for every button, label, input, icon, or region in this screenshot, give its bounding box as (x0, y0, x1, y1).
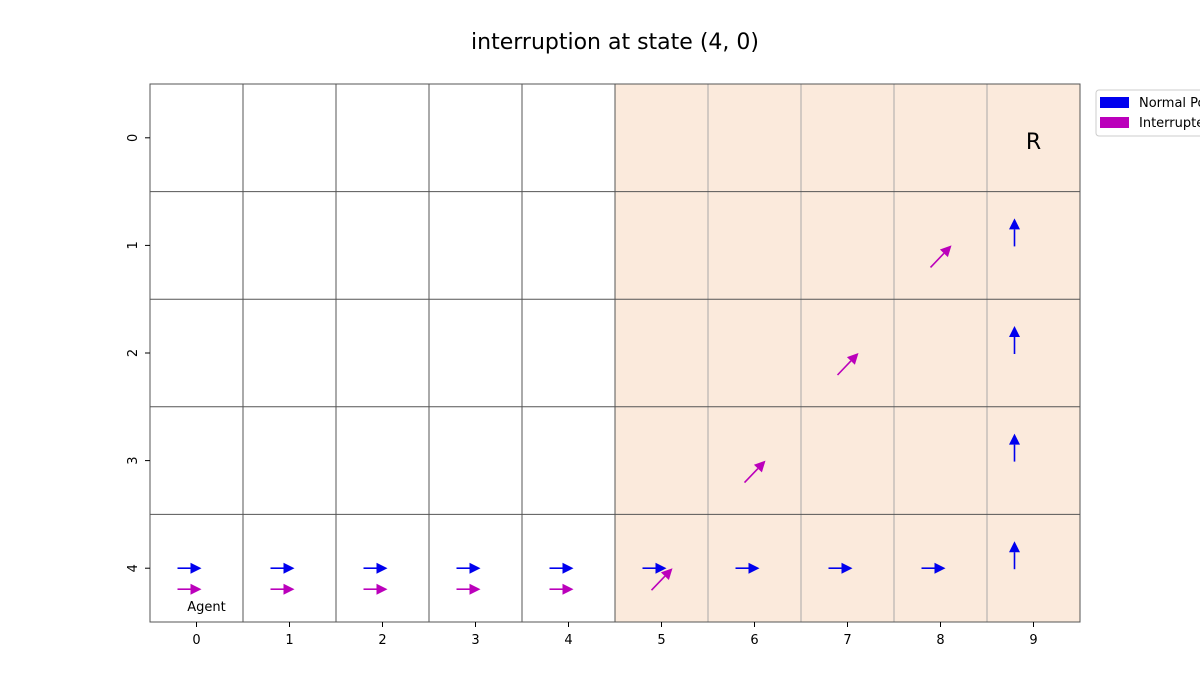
normal-policy-arrow (1009, 326, 1020, 354)
normal-policy-arrow (270, 562, 295, 574)
x-tick-label: 0 (192, 633, 200, 648)
normal-policy-arrow (642, 562, 667, 574)
interrupted-policy-arrow (836, 353, 859, 376)
interrupted-policy-arrow (363, 583, 388, 595)
x-tick-label: 5 (657, 633, 665, 648)
x-tick-label: 4 (564, 633, 572, 648)
interrupted-policy-arrow (549, 583, 574, 595)
x-axis-ticks: 0 1 2 3 4 5 6 7 8 9 (192, 622, 1038, 648)
normal-policy-arrow (1009, 541, 1020, 570)
normal-policy-arrow (549, 562, 574, 574)
normal-policy-arrow (735, 562, 760, 574)
chart-title: interruption at state (4, 0) (471, 30, 759, 55)
shaded-region-layer (615, 84, 1080, 622)
x-tick-label: 1 (285, 633, 293, 648)
y-axis-ticks: 0 1 2 3 4 (126, 134, 150, 572)
agent-label: Agent (187, 600, 225, 615)
normal-policy-arrow (1009, 218, 1020, 247)
grid-layer (149, 83, 1081, 623)
arrow-layer (177, 218, 1020, 595)
normal-policy-arrow (828, 562, 853, 574)
x-tick-label: 7 (843, 633, 851, 648)
normal-policy-arrow (1009, 433, 1020, 462)
y-tick-label: 1 (126, 241, 141, 249)
y-tick-label: 2 (126, 349, 141, 357)
normal-policy-arrow (177, 562, 202, 574)
legend: Normal Policy Interrupted Policy (1095, 89, 1200, 137)
reward-label: R (1026, 130, 1041, 155)
normal-policy-arrow (456, 562, 481, 574)
annotation-layer: R Agent (187, 130, 1041, 615)
legend-swatch (1100, 97, 1129, 108)
x-tick-label: 2 (378, 633, 386, 648)
interrupted-policy-arrow (743, 460, 766, 484)
interrupted-policy-arrow (177, 583, 202, 595)
normal-policy-arrow (363, 562, 388, 574)
x-tick-label: 6 (750, 633, 758, 648)
legend-swatch (1100, 117, 1129, 128)
legend-entry-label: Interrupted Policy (1139, 116, 1200, 131)
x-tick-label: 9 (1029, 633, 1037, 648)
legend-entry-label: Normal Policy (1139, 96, 1200, 111)
normal-policy-arrow (921, 562, 946, 574)
interrupted-policy-arrow (929, 245, 952, 268)
shaded-region (615, 84, 1080, 622)
interrupted-policy-arrow (270, 583, 295, 595)
y-tick-label: 3 (126, 456, 141, 464)
y-tick-label: 4 (126, 564, 141, 572)
y-tick-label: 0 (126, 134, 141, 142)
x-tick-label: 8 (936, 633, 944, 648)
interrupted-policy-arrow (456, 583, 481, 595)
interrupted-policy-arrow (650, 568, 673, 591)
x-tick-label: 3 (471, 633, 479, 648)
